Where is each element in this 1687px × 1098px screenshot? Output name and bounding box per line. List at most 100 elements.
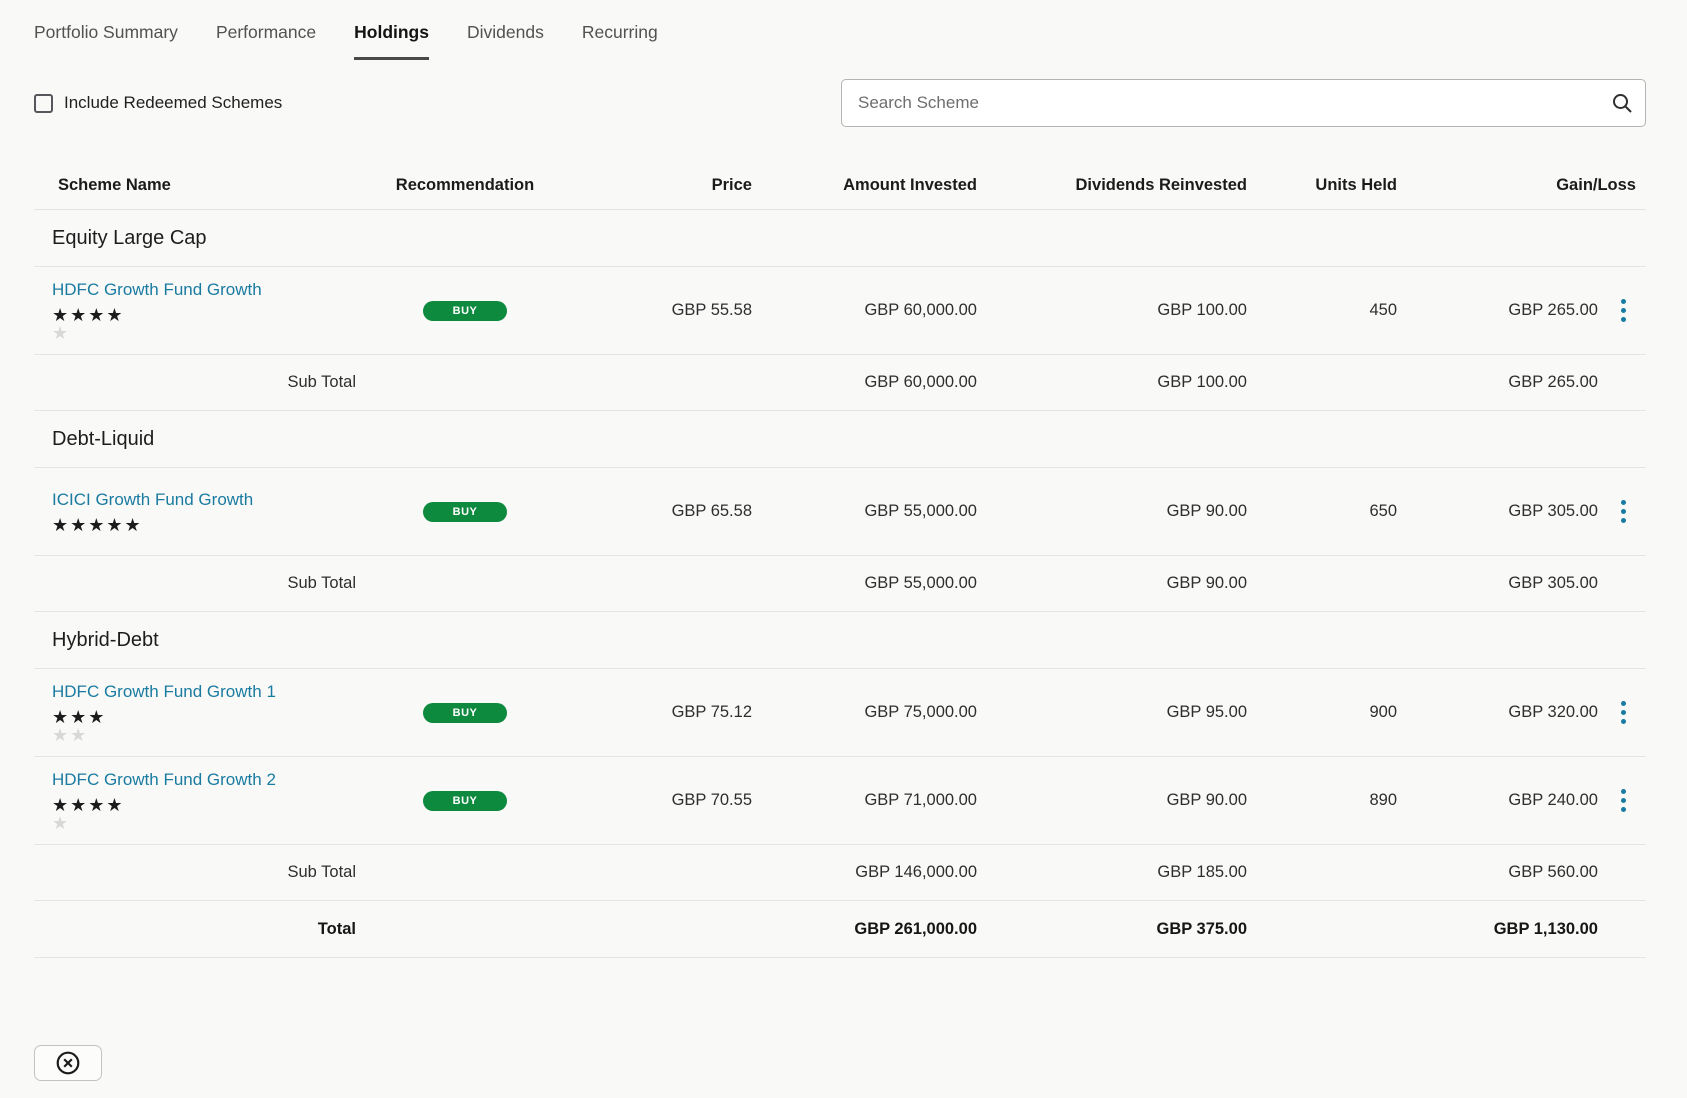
total-amount-invested: GBP 261,000.00 <box>854 919 977 938</box>
row-actions <box>1600 696 1646 729</box>
star-empty: ★★ <box>52 724 89 745</box>
kebab-dot <box>1620 701 1626 706</box>
star-rating: ★★★★★ <box>52 708 370 744</box>
kebab-dot <box>1620 317 1626 322</box>
star-filled: ★★★ <box>52 706 107 727</box>
amount-invested-value: GBP 71,000.00 <box>864 791 977 809</box>
scheme-cell: HDFC Growth Fund Growth ★★★★ ★ <box>34 280 370 342</box>
recommendation-cell: BUY <box>370 501 560 522</box>
subtotal-dividends-reinvested: GBP 100.00 <box>1157 373 1247 391</box>
star-rating: ★★★★★ <box>52 516 370 534</box>
price-value: GBP 55.58 <box>671 301 752 319</box>
subtotal-label: Sub Total <box>287 574 357 592</box>
scheme-link[interactable]: ICICI Growth Fund Growth <box>52 489 254 509</box>
row-actions <box>1600 784 1646 817</box>
amount-invested-value: GBP 60,000.00 <box>864 301 977 319</box>
column-header-units-held: Units Held <box>1315 176 1397 194</box>
recommendation-badge: BUY <box>423 702 507 723</box>
filter-controls: Include Redeemed Schemes <box>34 78 1646 128</box>
include-redeemed-checkbox[interactable] <box>34 93 53 113</box>
subtotal-label: Sub Total <box>287 373 357 391</box>
scheme-group-row: Hybrid-Debt <box>34 612 1646 669</box>
subtotal-amount-invested: GBP 60,000.00 <box>864 373 977 391</box>
column-header-price: Price <box>711 176 752 194</box>
scheme-link[interactable]: HDFC Growth Fund Growth 2 <box>52 769 276 789</box>
subtotal-row: Sub Total GBP 146,000.00 GBP 185.00 GBP 560… <box>34 845 1646 901</box>
star-empty: ★ <box>52 812 71 833</box>
gain-loss-value: GBP 240.00 <box>1508 791 1598 809</box>
units-held-value: 450 <box>1369 301 1397 319</box>
column-header-scheme-name: Scheme Name <box>58 176 171 194</box>
gain-loss-value: GBP 320.00 <box>1508 703 1598 721</box>
dividends-reinvested-value: GBP 100.00 <box>1157 301 1247 319</box>
scheme-group-name: Equity Large Cap <box>52 226 207 249</box>
table-header-row: Scheme Name Recommendation Price Amount … <box>34 162 1646 210</box>
dividends-reinvested-value: GBP 90.00 <box>1166 502 1247 520</box>
recommendation-cell: BUY <box>370 790 560 811</box>
dividends-reinvested-value: GBP 90.00 <box>1166 791 1247 809</box>
total-label: Total <box>317 919 356 938</box>
kebab-menu-icon[interactable] <box>1616 495 1631 528</box>
units-held-value: 650 <box>1369 502 1397 520</box>
kebab-menu-icon[interactable] <box>1616 294 1631 327</box>
search-scheme-box <box>841 79 1646 127</box>
close-button[interactable] <box>34 1045 102 1081</box>
subtotal-gain-loss: GBP 265.00 <box>1508 373 1598 391</box>
amount-invested-value: GBP 55,000.00 <box>864 502 977 520</box>
recommendation-cell: BUY <box>370 300 560 321</box>
subtotal-label: Sub Total <box>287 863 357 881</box>
scheme-cell: HDFC Growth Fund Growth 2 ★★★★ ★ <box>34 770 370 832</box>
column-header-dividends-reinvested: Dividends Reinvested <box>1075 176 1247 194</box>
subtotal-dividends-reinvested: GBP 185.00 <box>1157 863 1247 881</box>
holdings-table: Scheme Name Recommendation Price Amount … <box>34 162 1646 958</box>
dividends-reinvested-value: GBP 95.00 <box>1166 703 1247 721</box>
holding-row: ICICI Growth Fund Growth ★★★★★ BUY GBP 65.5… <box>34 468 1646 556</box>
total-dividends-reinvested: GBP 375.00 <box>1156 919 1247 938</box>
tab-recurring[interactable]: Recurring <box>581 22 658 42</box>
star-rating: ★★★★★ <box>52 306 370 342</box>
price-value: GBP 75.12 <box>671 703 752 721</box>
search-icon[interactable] <box>1610 91 1634 115</box>
recommendation-badge: BUY <box>423 300 507 321</box>
subtotal-amount-invested: GBP 146,000.00 <box>855 863 977 881</box>
kebab-dot <box>1620 518 1626 523</box>
star-rating: ★★★★★ <box>52 796 370 832</box>
tab-dividends[interactable]: Dividends <box>466 22 544 42</box>
kebab-dot <box>1620 500 1626 505</box>
include-redeemed-option[interactable]: Include Redeemed Schemes <box>34 93 282 113</box>
holding-row: HDFC Growth Fund Growth 1 ★★★ ★★ BUY GBP 75.… <box>34 669 1646 757</box>
tab-holdings[interactable]: Holdings <box>354 22 429 60</box>
tab-performance[interactable]: Performance <box>215 22 317 42</box>
total-row: Total GBP 261,000.00 GBP 375.00 GBP 1,13… <box>34 901 1646 958</box>
circled-x-icon <box>55 1050 81 1076</box>
recommendation-cell: BUY <box>370 702 560 723</box>
kebab-dot <box>1620 807 1626 812</box>
star-empty: ★ <box>52 322 71 343</box>
gain-loss-value: GBP 265.00 <box>1508 301 1598 319</box>
subtotal-row: Sub Total GBP 55,000.00 GBP 90.00 GBP 305.0… <box>34 556 1646 612</box>
units-held-value: 900 <box>1369 703 1397 721</box>
kebab-menu-icon[interactable] <box>1616 784 1631 817</box>
include-redeemed-label: Include Redeemed Schemes <box>64 93 283 112</box>
scheme-link[interactable]: HDFC Growth Fund Growth <box>52 279 262 299</box>
kebab-menu-icon[interactable] <box>1616 696 1631 729</box>
column-header-gain-loss: Gain/Loss <box>1556 176 1636 194</box>
row-actions <box>1600 495 1646 528</box>
tab-bar: Portfolio Summary Performance Holdings D… <box>0 0 1687 60</box>
scheme-link[interactable]: HDFC Growth Fund Growth 1 <box>52 681 276 701</box>
table-body: Equity Large Cap HDFC Growth Fund Growth ★… <box>34 210 1646 901</box>
subtotal-amount-invested: GBP 55,000.00 <box>864 574 977 592</box>
total-gain-loss: GBP 1,130.00 <box>1493 919 1598 938</box>
kebab-dot <box>1620 509 1626 514</box>
holding-row: HDFC Growth Fund Growth ★★★★ ★ BUY GBP 55.58… <box>34 267 1646 355</box>
scheme-group-name: Debt-Liquid <box>52 427 155 450</box>
kebab-dot <box>1620 299 1626 304</box>
kebab-dot <box>1620 710 1626 715</box>
units-held-value: 890 <box>1369 791 1397 809</box>
search-scheme-input[interactable] <box>841 79 1646 127</box>
star-filled: ★★★★ <box>52 304 125 325</box>
scheme-cell: ICICI Growth Fund Growth ★★★★★ <box>34 490 370 534</box>
holding-row: HDFC Growth Fund Growth 2 ★★★★ ★ BUY GBP 70.… <box>34 757 1646 845</box>
kebab-dot <box>1620 789 1626 794</box>
tab-portfolio-summary[interactable]: Portfolio Summary <box>34 22 178 42</box>
